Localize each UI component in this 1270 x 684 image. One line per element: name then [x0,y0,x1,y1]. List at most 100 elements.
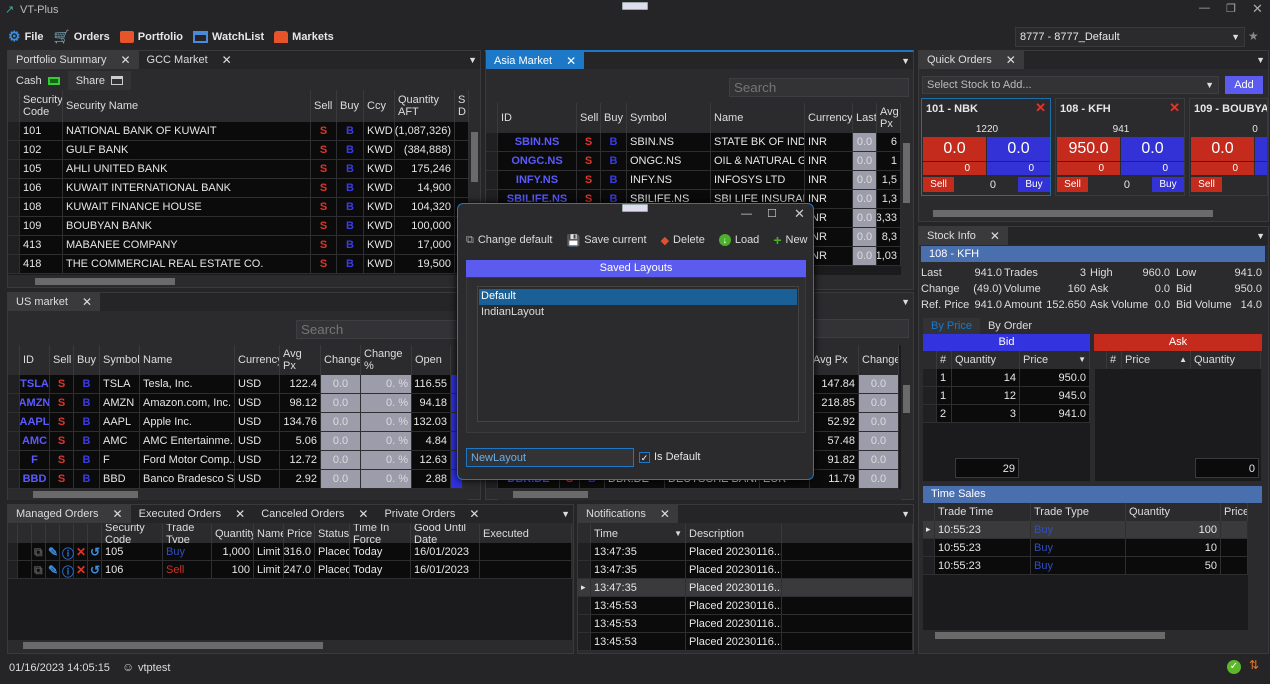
panel-menu-icon[interactable]: ▼ [901,297,910,307]
sell-button[interactable]: S [50,375,74,394]
column-header[interactable]: Quantity [1126,503,1221,521]
portfolio-hscroll[interactable] [8,276,468,287]
buy-button[interactable]: B [337,198,364,217]
row-indicator[interactable] [923,405,937,423]
panel-menu-icon[interactable]: ▼ [1256,55,1265,65]
row-indicator[interactable] [486,152,498,171]
row-indicator[interactable] [8,122,20,141]
column-header[interactable] [88,524,102,543]
buy-button[interactable]: B [337,255,364,274]
sell-button[interactable]: Sell [923,177,954,192]
column-header[interactable]: Avg Px [280,345,321,375]
sell-button[interactable]: S [50,451,74,470]
scroll-thumb[interactable] [33,491,138,498]
save-current-button[interactable]: 💾 Save current [566,232,646,248]
column-header[interactable]: Name [254,524,284,543]
edit-icon[interactable]: ✎ [48,563,59,577]
column-header[interactable]: Buy [337,90,364,122]
tab-stock-info[interactable]: Stock Info ✕ [919,227,1008,245]
column-header[interactable]: Symbol [627,103,711,133]
panel-menu-icon[interactable]: ▼ [468,55,477,65]
info-icon[interactable]: ⓘ [62,547,75,561]
row-indicator[interactable] [8,543,18,561]
tab-portfolio-summary[interactable]: Portfolio Summary ✕ [8,51,139,69]
scroll-thumb[interactable] [23,642,323,649]
close-icon[interactable]: ✕ [235,507,246,521]
column-header[interactable]: Sell [577,103,601,133]
dialog-close-button[interactable]: ✕ [794,206,805,221]
buy-button[interactable]: B [74,470,100,489]
symbol-id-link[interactable]: ONGC.NS [498,152,577,171]
row-indicator[interactable] [923,557,935,575]
layout-item-default[interactable]: Default [479,289,797,305]
buy-button[interactable]: B [337,122,364,141]
history-icon[interactable]: ↺ [90,563,101,577]
column-header[interactable]: Status [315,524,350,543]
column-header[interactable]: Sell [50,345,74,375]
edit-icon[interactable]: ✎ [48,545,59,559]
buy-price-button[interactable]: 0.0 [1121,137,1184,161]
column-header[interactable]: Time ▼ [591,524,686,543]
column-header[interactable]: Security Name [63,90,311,122]
close-icon[interactable]: ✕ [112,507,123,521]
tab-managed-orders[interactable]: Managed Orders ✕ [8,505,131,523]
sell-button[interactable]: S [311,179,337,198]
profile-select[interactable]: 8777 - 8777_Default ▼ [1015,27,1245,47]
panel-menu-icon[interactable]: ▼ [901,509,910,519]
status-user[interactable]: vtptest [138,662,171,674]
buy-qty-stepper[interactable]: 0 [1121,162,1184,175]
sell-button[interactable]: S [577,133,601,152]
tab-private-orders[interactable]: Private Orders ✕ [376,505,487,523]
subtab-share[interactable]: Share [67,71,132,90]
column-header[interactable] [782,524,913,543]
menu-portfolio[interactable]: Portfolio [119,28,183,45]
sell-price-button[interactable]: 0.0 [923,137,986,161]
column-header[interactable]: Avg Px [810,345,859,375]
minimize-button[interactable]: — [1199,2,1210,14]
tab-notifications[interactable]: Notifications ✕ [578,505,678,523]
scroll-thumb[interactable] [513,491,588,498]
quantity-stepper[interactable]: 0 [989,179,996,191]
panel-menu-icon[interactable]: ▼ [901,56,910,66]
scroll-thumb[interactable] [933,210,1213,217]
column-header[interactable]: Open [412,345,451,375]
row-indicator[interactable] [8,160,20,179]
buy-button[interactable]: B [74,394,100,413]
column-header[interactable] [46,524,60,543]
column-header[interactable]: Symbol [100,345,140,375]
row-indicator[interactable] [8,432,20,451]
column-header[interactable]: Price ▼ [1020,351,1090,369]
quantity-stepper[interactable]: 0 [1123,179,1130,191]
column-header[interactable]: Price [1221,503,1248,521]
symbol-id-link[interactable]: F [20,451,50,470]
sell-price-button[interactable]: 950.0 [1057,137,1120,161]
us-market-hscroll[interactable] [8,489,468,500]
scroll-thumb[interactable] [903,385,910,413]
row-indicator[interactable] [8,255,20,274]
remove-card-icon[interactable]: ✕ [1035,100,1046,115]
tab-asia-market[interactable]: Asia Market ✕ [486,52,585,69]
sell-button[interactable]: S [50,470,74,489]
row-indicator[interactable]: ▸ [923,521,935,539]
symbol-id-link[interactable]: AMC [20,432,50,451]
sell-button[interactable]: S [311,255,337,274]
column-header[interactable]: Change [321,345,361,375]
column-header[interactable] [18,524,32,543]
tab-by-order[interactable]: By Order [987,320,1032,332]
column-header[interactable]: Trade Type [163,524,212,543]
column-header[interactable]: Quantity [1191,351,1261,369]
column-header[interactable]: S D [455,90,469,122]
column-header[interactable]: Buy [74,345,100,375]
row-indicator[interactable] [486,133,498,152]
row-indicator[interactable]: ▸ [578,579,591,597]
scroll-thumb[interactable] [903,143,910,203]
buy-button[interactable]: B [337,217,364,236]
us-market-search-input[interactable] [296,320,482,339]
column-header[interactable]: Avg Px [877,103,901,133]
close-icon[interactable]: ✕ [469,507,480,521]
sell-button[interactable]: S [577,152,601,171]
column-header[interactable] [32,524,46,543]
row-indicator[interactable] [8,141,20,160]
star-icon[interactable]: ★ [1248,29,1259,43]
stock-select[interactable]: Select Stock to Add... ▼ [922,76,1219,94]
